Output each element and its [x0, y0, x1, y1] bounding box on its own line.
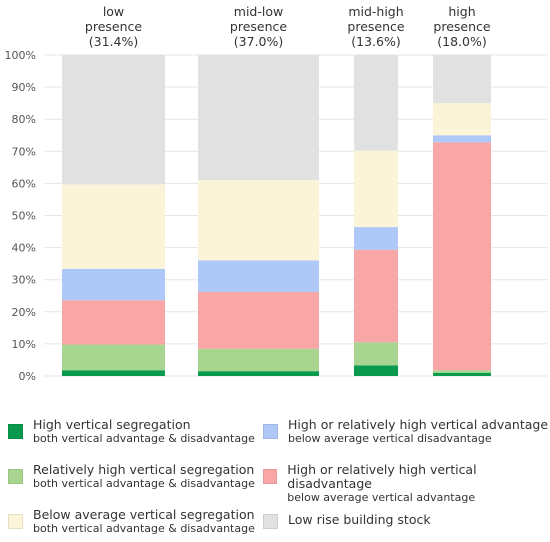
- bar-segment-3-3: [433, 135, 491, 143]
- y-tick-label: 0%: [19, 370, 36, 383]
- y-tick-label: 70%: [12, 145, 36, 158]
- y-tick-label: 50%: [12, 210, 36, 223]
- bar-segment-2-0: [354, 365, 398, 376]
- legend-sublabel: below average vertical advantage: [287, 491, 476, 504]
- bar-segment-3-0: [433, 372, 491, 376]
- legend-sublabel: both vertical advantage & disadvantage: [33, 432, 255, 445]
- bar-segment-1-4: [198, 180, 319, 261]
- bar-segment-0-2: [62, 300, 165, 345]
- bar-segment-1-3: [198, 260, 319, 292]
- bar-segment-0-3: [62, 268, 165, 301]
- legend-sublabel: both vertical advantage & disadvantage: [33, 477, 255, 490]
- category-label: high presence (18.0%): [433, 4, 490, 49]
- legend-item-high-vertical-disadvantage: High or relatively high vertical disadva…: [263, 455, 550, 505]
- category-label: low presence (31.4%): [85, 4, 142, 49]
- legend-swatch: [8, 469, 23, 484]
- y-tick-label: 60%: [12, 177, 36, 190]
- y-tick-label: 90%: [12, 81, 36, 94]
- y-tick-label: 100%: [5, 49, 36, 62]
- legend-label: High or relatively high vertical advanta…: [288, 417, 549, 432]
- legend-sublabel: below average vertical disadvantage: [288, 432, 492, 445]
- bar-segment-3-2: [433, 142, 491, 371]
- bar-segment-3-5: [433, 55, 491, 104]
- legend: High vertical segregation both vertical …: [0, 410, 550, 542]
- legend-swatch: [263, 514, 278, 529]
- legend-swatch: [263, 469, 278, 484]
- category-label: mid-low presence (37.0%): [230, 4, 287, 49]
- legend-label: High or relatively high vertical disadva…: [287, 462, 477, 491]
- bar-segment-0-0: [62, 370, 165, 376]
- y-tick-label: 40%: [12, 242, 36, 255]
- legend-item-relatively-high-vertical-segregation: Relatively high vertical segregation bot…: [8, 455, 255, 491]
- bar-segment-2-2: [354, 249, 398, 343]
- y-tick-label: 80%: [12, 113, 36, 126]
- bar-segment-0-4: [62, 184, 165, 269]
- category-label: mid-high presence (13.6%): [347, 4, 404, 49]
- legend-label: Relatively high vertical segregation: [33, 462, 255, 477]
- legend-item-low-rise-building-stock: Low rise building stock: [263, 500, 431, 529]
- legend-swatch: [8, 424, 23, 439]
- y-tick-label: 20%: [12, 306, 36, 319]
- bar-segment-2-5: [354, 55, 398, 151]
- y-tick-label: 10%: [12, 338, 36, 351]
- legend-swatch: [8, 514, 23, 529]
- legend-label: Below average vertical segregation: [33, 507, 255, 522]
- legend-label: High vertical segregation: [33, 417, 191, 432]
- stacked-bar-chart: 0% 10% 20% 30% 40% 50% 60% 70% 80% 90% 100% low pres…: [5, 4, 548, 383]
- bar-segment-2-1: [354, 342, 398, 366]
- legend-item-below-average-vertical-segregation: Below average vertical segregation both …: [8, 500, 255, 536]
- legend-swatch: [263, 424, 278, 439]
- bar-segment-1-5: [198, 55, 319, 181]
- bar-segment-2-4: [354, 150, 398, 228]
- bar-segment-1-2: [198, 291, 319, 349]
- bar-segment-0-5: [62, 55, 165, 185]
- legend-item-high-vertical-segregation: High vertical segregation both vertical …: [8, 410, 255, 446]
- bar-segment-3-4: [433, 103, 491, 136]
- y-tick-label: 30%: [12, 274, 36, 287]
- legend-label: Low rise building stock: [288, 512, 431, 527]
- legend-sublabel: both vertical advantage & disadvantage: [33, 522, 255, 535]
- bar-segment-1-1: [198, 348, 319, 372]
- bar-segment-0-1: [62, 344, 165, 371]
- legend-item-high-vertical-advantage: High or relatively high vertical advanta…: [263, 410, 548, 446]
- bar-segment-3-1: [433, 370, 491, 373]
- bar-segment-2-3: [354, 227, 398, 250]
- bar-segment-1-0: [198, 371, 319, 376]
